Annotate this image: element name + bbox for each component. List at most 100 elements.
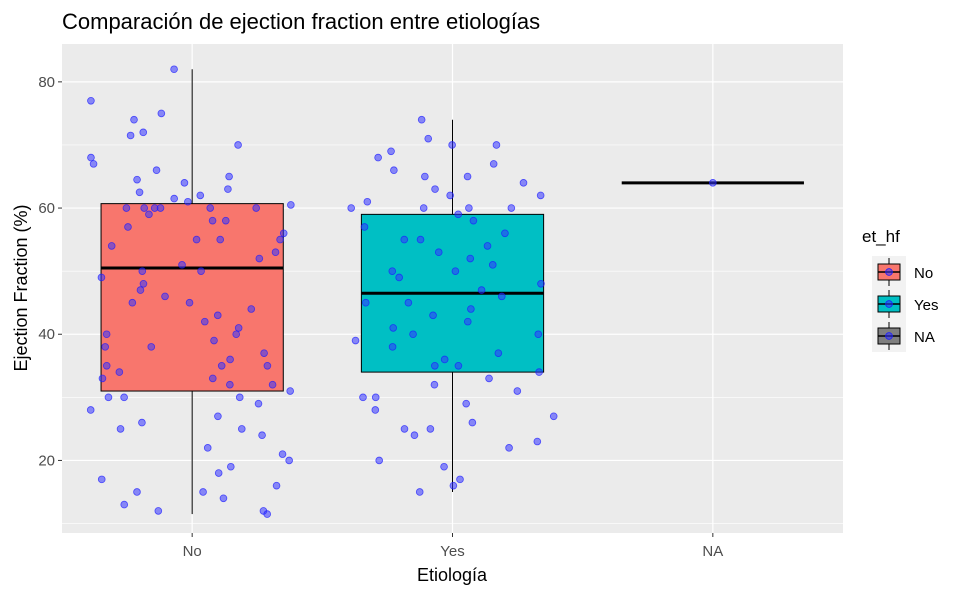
data-point [429, 311, 437, 320]
data-point [122, 204, 131, 212]
data-point [234, 141, 242, 149]
data-point [388, 267, 397, 275]
x-axis: No Yes NA [183, 533, 723, 560]
data-point [424, 134, 433, 143]
x-tick-label: NA [702, 543, 723, 560]
data-point [102, 330, 111, 339]
legend-key-point [885, 300, 893, 308]
legend-label: Yes [914, 297, 938, 314]
legend-entry-yes: Yes [872, 288, 938, 320]
data-point [351, 336, 360, 345]
y-axis: 20 40 60 80 [38, 74, 62, 469]
data-point [359, 393, 367, 402]
data-point [272, 481, 281, 490]
data-point [371, 406, 380, 414]
data-point [389, 324, 397, 332]
data-point [145, 210, 153, 219]
data-point [466, 254, 475, 263]
data-point [462, 399, 470, 408]
data-point [477, 286, 486, 294]
data-point [263, 510, 271, 518]
data-point [501, 229, 509, 238]
data-point [505, 444, 513, 452]
data-point [115, 368, 124, 376]
data-point [467, 305, 475, 313]
data-point [126, 131, 135, 140]
data-point [97, 273, 106, 282]
data-point [400, 425, 409, 433]
box-no [100, 69, 284, 515]
data-point [86, 406, 95, 414]
legend-key-point [885, 332, 893, 340]
legend: et_hf No Yes NA [862, 227, 938, 352]
chart-title: Comparación de ejection fraction entre e… [62, 9, 540, 34]
data-point [170, 194, 178, 203]
legend-label: NA [914, 329, 935, 346]
data-point [456, 475, 464, 484]
data-point [235, 393, 244, 402]
data-point [219, 494, 228, 503]
data-point [507, 204, 516, 212]
legend-key-point [885, 268, 893, 276]
data-point [463, 317, 472, 326]
data-point [279, 229, 288, 238]
data-point [226, 355, 234, 364]
data-point [255, 254, 264, 263]
box-body [100, 203, 284, 392]
data-point [537, 279, 545, 288]
data-point [97, 475, 106, 484]
data-points [86, 65, 717, 518]
data-point [468, 418, 477, 427]
data-point [226, 380, 234, 389]
legend-entry-na: NA [872, 320, 935, 352]
data-point [214, 412, 222, 421]
data-point [258, 431, 266, 440]
data-point [133, 488, 141, 496]
legend-title: et_hf [862, 227, 900, 246]
data-point [147, 343, 156, 351]
data-point [197, 267, 205, 275]
data-point [360, 223, 369, 231]
data-point [224, 185, 232, 193]
data-point [217, 361, 226, 370]
data-point [102, 361, 111, 370]
data-point [286, 387, 294, 395]
data-point [139, 128, 148, 137]
data-point [156, 204, 165, 212]
data-point [247, 305, 256, 313]
data-point [128, 298, 137, 307]
data-point [107, 242, 116, 250]
data-point [154, 507, 163, 515]
data-point [139, 279, 148, 288]
data-point [116, 425, 125, 433]
data-point [221, 216, 230, 225]
data-point [192, 235, 201, 244]
data-point [454, 361, 463, 370]
data-point [225, 172, 233, 181]
data-point [390, 166, 398, 174]
data-point [124, 223, 132, 231]
data-point [268, 380, 277, 389]
data-point [534, 330, 543, 339]
data-point [375, 456, 384, 465]
y-tick-label: 40 [38, 326, 55, 343]
data-point [417, 115, 426, 124]
data-point [440, 462, 448, 471]
data-point [395, 273, 403, 282]
data-point [199, 488, 207, 496]
data-point [196, 191, 205, 200]
data-point [203, 444, 212, 452]
data-point [254, 399, 263, 408]
data-point [157, 109, 166, 118]
data-point [104, 393, 113, 402]
data-point [133, 175, 141, 184]
data-point [415, 488, 424, 496]
data-point [463, 172, 472, 181]
data-point [536, 191, 545, 200]
data-point [513, 387, 522, 395]
data-point [410, 431, 419, 440]
data-point [371, 393, 380, 402]
data-point [483, 242, 492, 250]
data-point [421, 172, 429, 181]
data-point [469, 216, 478, 225]
